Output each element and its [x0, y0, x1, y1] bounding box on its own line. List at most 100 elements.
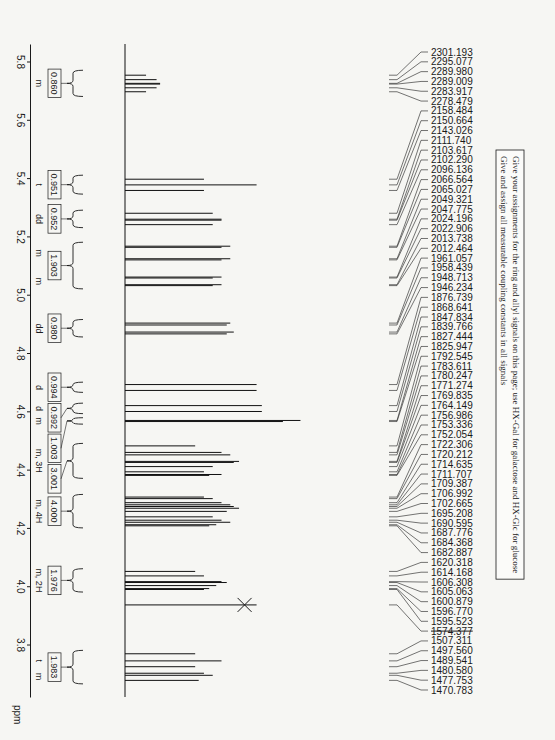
leader-line — [389, 81, 428, 84]
peak — [125, 454, 230, 455]
leader-line — [389, 494, 428, 509]
integral-label: 0.992 — [49, 407, 59, 430]
integral-label: 1.976 — [49, 569, 59, 592]
leader-line — [389, 525, 428, 543]
tick-label: 5.4 — [15, 172, 26, 186]
tick-mark — [27, 61, 31, 62]
tick: 4.2 — [15, 521, 31, 535]
leader-line — [389, 661, 428, 667]
multiplicity-label: m — [34, 673, 44, 681]
peak — [125, 582, 227, 583]
integral-leader — [61, 387, 67, 388]
peak — [125, 184, 257, 185]
multiplicity-label: dd — [34, 324, 44, 334]
struck-out-mark — [238, 598, 252, 612]
leader-line — [389, 589, 428, 612]
integral-bracket — [67, 70, 83, 96]
multiplicity-label: m — [34, 80, 44, 88]
integral-leader — [61, 328, 67, 329]
peak — [125, 324, 227, 325]
integral-label: 0.994 — [49, 376, 59, 399]
leader-line — [389, 513, 428, 517]
leader-line — [389, 219, 428, 277]
integral-bracket — [67, 443, 83, 478]
tick-mark — [27, 353, 31, 354]
integral-leader — [61, 184, 67, 185]
integral-leader — [61, 461, 67, 479]
leader-line — [389, 484, 428, 507]
integral-leader — [61, 421, 67, 448]
integral-box — [48, 497, 61, 526]
integral-label: 0.980 — [49, 317, 59, 340]
peak — [125, 680, 199, 681]
strike-through — [431, 631, 473, 632]
peak — [125, 471, 204, 472]
leader-line — [389, 131, 428, 191]
tick: 5.2 — [15, 230, 31, 244]
integral-box — [48, 251, 61, 280]
leader-line — [389, 562, 428, 571]
leader-line — [389, 675, 428, 680]
integral-label: 3.001 — [49, 468, 59, 491]
peak — [125, 190, 204, 191]
peak — [125, 259, 222, 260]
tick-label: 5.2 — [15, 230, 26, 244]
leader-line — [389, 680, 428, 690]
peak — [125, 224, 213, 225]
peak — [125, 585, 216, 586]
peak — [125, 462, 234, 463]
integral-box — [48, 434, 61, 463]
peak — [125, 277, 222, 278]
tick: 5.4 — [15, 172, 31, 186]
integral-bracket — [67, 210, 83, 227]
leader-line — [389, 651, 428, 661]
integral-box — [48, 465, 61, 494]
peak — [125, 474, 222, 475]
leader-line — [389, 526, 428, 553]
tick-mark — [27, 295, 31, 296]
integral-bracket — [67, 382, 83, 392]
peak — [125, 333, 227, 334]
peak — [125, 323, 230, 324]
integral-bracket — [67, 175, 83, 194]
peak — [125, 520, 222, 521]
leader-line — [389, 278, 428, 332]
integral-label: 1.903 — [49, 254, 59, 277]
integral-label: 4.000 — [49, 500, 59, 523]
tick: 4.8 — [15, 347, 31, 361]
leader-line — [389, 140, 428, 213]
leader-line — [389, 589, 428, 621]
leader-line — [389, 317, 428, 406]
peak — [125, 284, 222, 285]
leader-line — [389, 405, 428, 466]
leader-line — [389, 583, 428, 592]
multiplicity-label: t — [34, 184, 44, 187]
peak — [125, 508, 239, 509]
tick: 4.0 — [15, 580, 31, 594]
tick-mark — [27, 528, 31, 529]
peak — [125, 575, 204, 576]
integral-box — [48, 205, 61, 234]
peak — [125, 461, 239, 462]
tick-mark — [27, 645, 31, 646]
peak — [125, 278, 213, 279]
peak — [125, 660, 222, 661]
title: Give your assignments for the ring and a… — [511, 156, 521, 573]
peak — [125, 497, 204, 498]
peak — [125, 581, 222, 582]
peak — [125, 384, 257, 385]
leader-line — [389, 670, 428, 673]
integral-leader — [61, 265, 67, 266]
tick-label: 4.4 — [15, 463, 26, 477]
leader-line — [389, 337, 428, 421]
peak — [125, 258, 230, 259]
tick-label: 5.6 — [15, 113, 26, 127]
tick-label: 5.0 — [15, 288, 26, 302]
tick-label: 4.8 — [15, 347, 26, 361]
peak — [125, 504, 230, 505]
leader-line — [389, 572, 428, 576]
peak — [125, 219, 222, 220]
tick-mark — [27, 178, 31, 179]
peak — [125, 246, 230, 247]
multiplicity-label: m, 3H — [34, 449, 44, 473]
